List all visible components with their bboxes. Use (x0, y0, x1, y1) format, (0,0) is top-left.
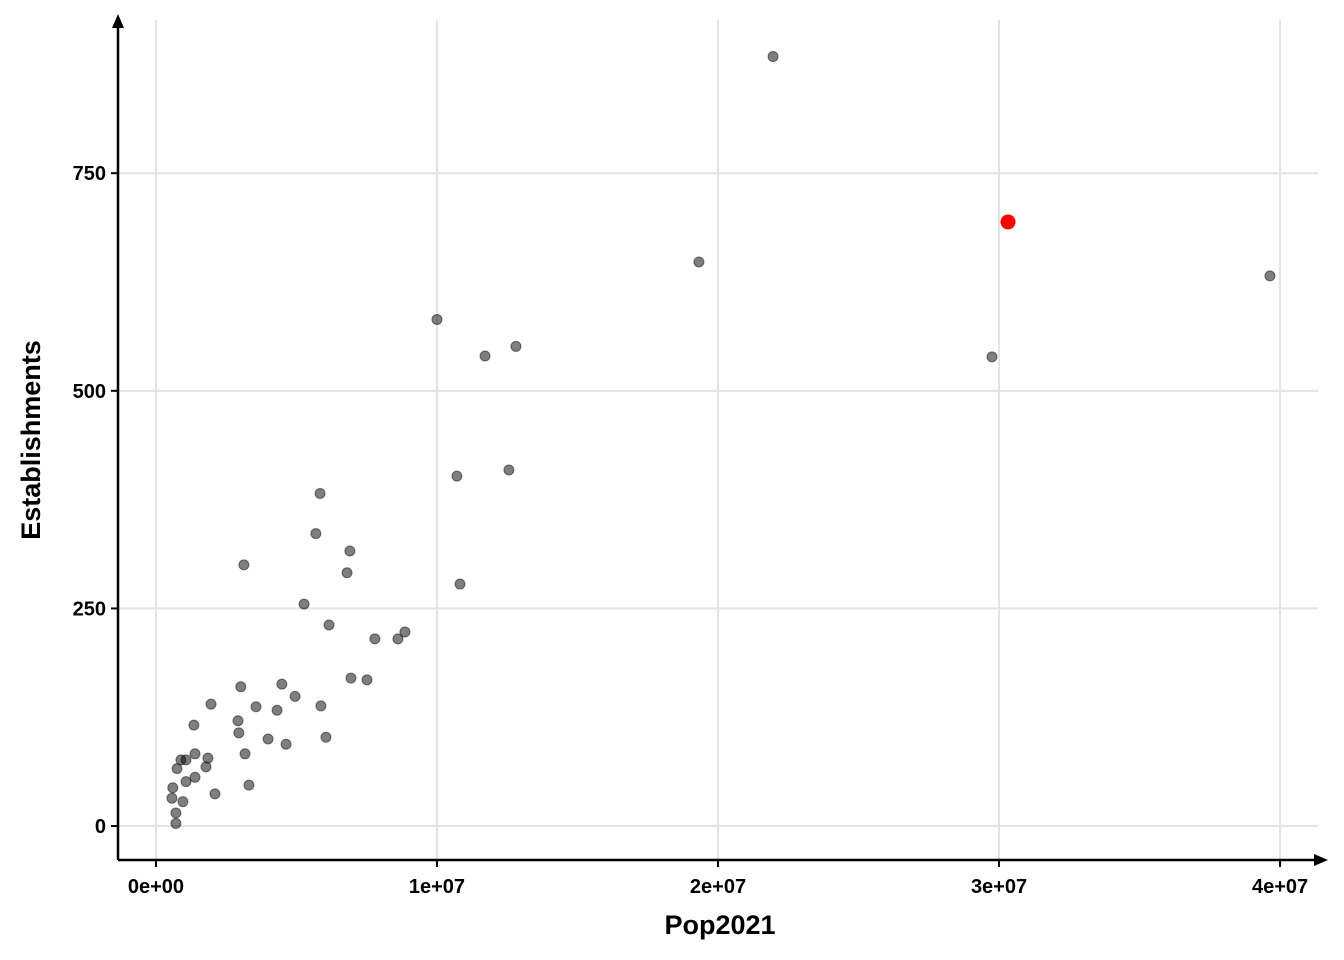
point (1264, 270, 1276, 282)
point (243, 779, 255, 791)
point (166, 792, 178, 804)
point (454, 578, 466, 590)
point (239, 748, 251, 760)
x-tick-label: 3e+07 (971, 876, 1027, 898)
point (510, 340, 522, 352)
x-tick-label: 0e+00 (128, 876, 184, 898)
point (323, 619, 335, 631)
x-tick-label: 2e+07 (690, 876, 746, 898)
point (250, 701, 262, 713)
point (361, 674, 373, 686)
point (1000, 214, 1016, 230)
point (314, 488, 326, 500)
point (451, 470, 463, 482)
point (167, 782, 179, 794)
point (503, 464, 515, 476)
y-tick-label: 0 (95, 816, 106, 838)
point (177, 796, 189, 808)
point (345, 672, 357, 684)
point (344, 545, 356, 557)
point (262, 733, 274, 745)
x-axis-arrow (1314, 854, 1328, 866)
point (289, 690, 301, 702)
y-axis-title: Establishments (16, 340, 46, 540)
point (180, 776, 192, 788)
grid (118, 20, 1318, 860)
point (392, 633, 404, 645)
point (986, 351, 998, 363)
point (320, 731, 332, 743)
point (315, 700, 327, 712)
point (235, 681, 247, 693)
point (189, 771, 201, 783)
point (276, 678, 288, 690)
point (298, 598, 310, 610)
point (170, 807, 182, 819)
point (209, 788, 221, 800)
point (341, 567, 353, 579)
x-tick-label: 1e+07 (409, 876, 465, 898)
point (200, 761, 212, 773)
y-tick-label: 500 (73, 381, 106, 403)
point (399, 626, 411, 638)
x-axis-title: Pop2021 (664, 910, 775, 940)
point (188, 719, 200, 731)
point (189, 748, 201, 760)
point (180, 754, 192, 766)
axes (111, 14, 1328, 867)
point (767, 51, 779, 63)
point (171, 763, 183, 775)
point (369, 633, 381, 645)
point (431, 313, 443, 325)
point (693, 256, 705, 268)
x-tick-label: 4e+07 (1252, 876, 1308, 898)
point (232, 715, 244, 727)
point (238, 559, 250, 571)
point (479, 350, 491, 362)
point (205, 698, 217, 710)
point (271, 704, 283, 716)
point (233, 727, 245, 739)
y-axis-arrow (112, 14, 124, 28)
points (166, 51, 1276, 829)
point (170, 817, 182, 829)
y-tick-label: 750 (73, 163, 106, 185)
y-tick-label: 250 (73, 598, 106, 620)
point (280, 738, 292, 750)
point (310, 528, 322, 540)
